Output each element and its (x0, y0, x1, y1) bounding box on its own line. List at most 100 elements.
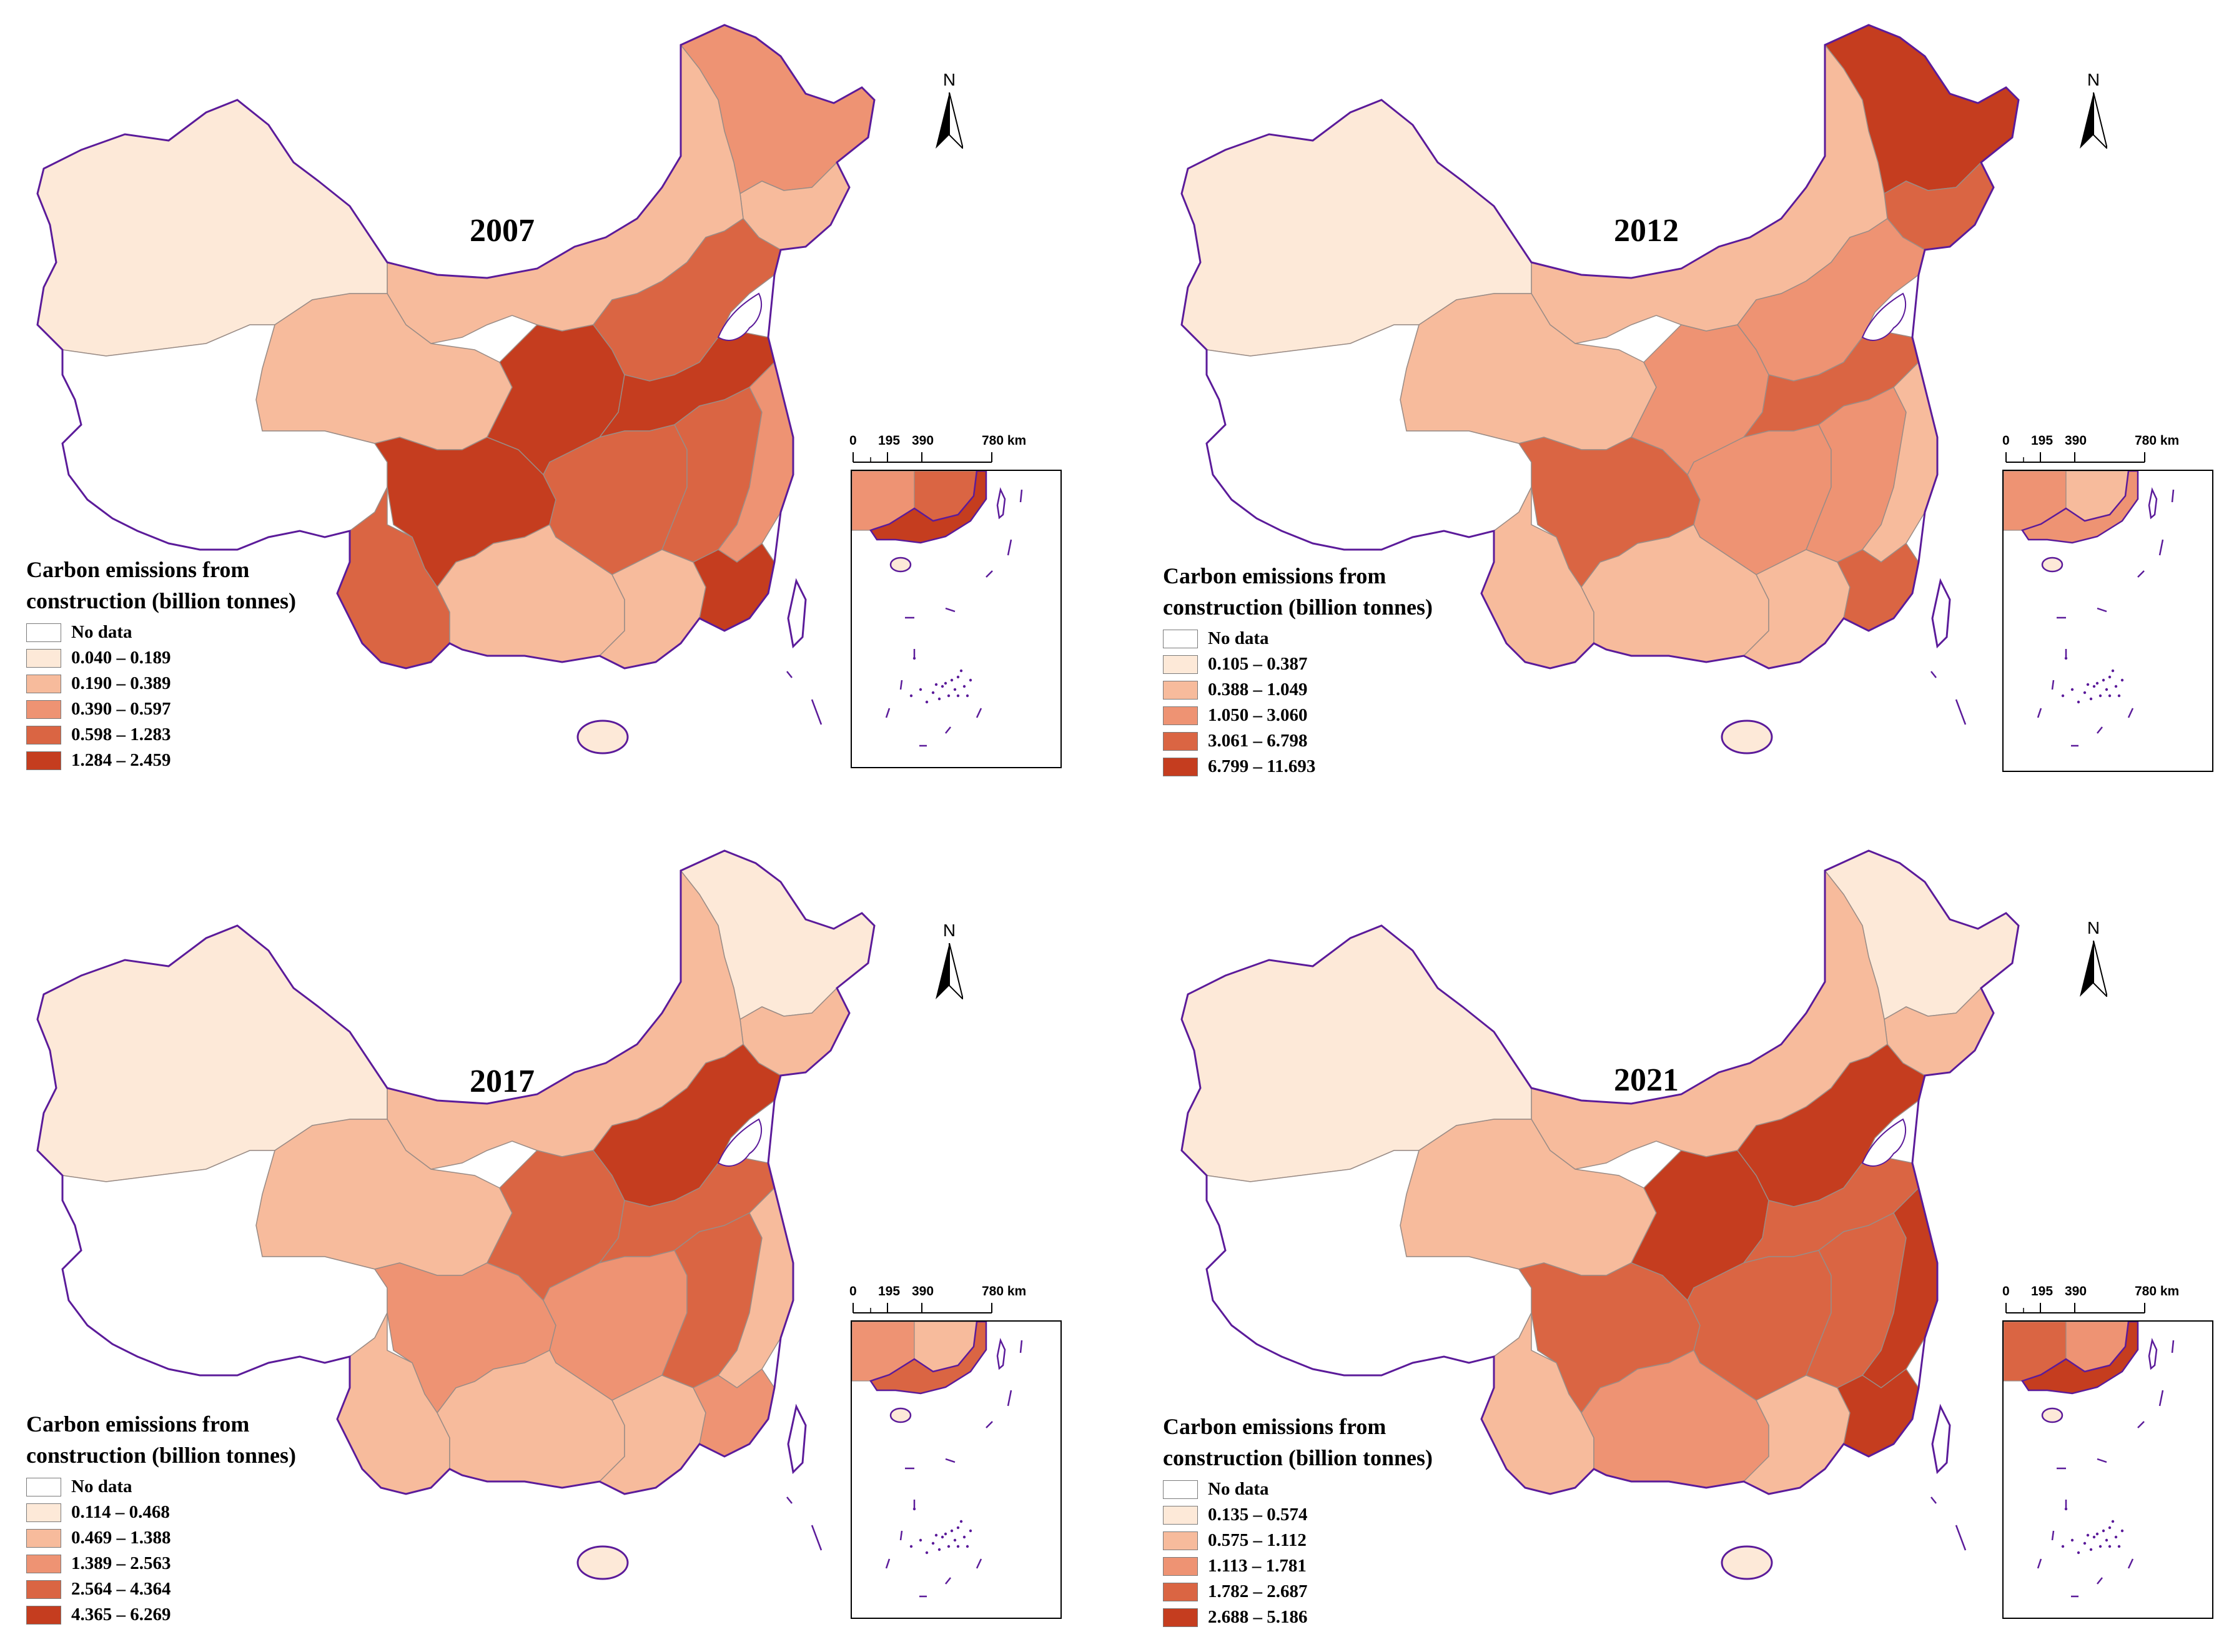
inset-island-dot (2086, 683, 2090, 686)
scale-tick-label: 195 (878, 1284, 901, 1298)
inset-island-dot (2111, 1520, 2115, 1523)
legend-label: 0.388 – 1.049 (1208, 680, 1308, 700)
country-border (1180, 24, 2020, 670)
boundary-dash (811, 699, 823, 725)
inset-taiwan (2148, 1338, 2158, 1370)
legend-item: 6.799 – 11.693 (1163, 754, 1433, 779)
inset-hainan (2041, 556, 2064, 573)
inset-island-dot (912, 656, 916, 660)
inset-island-dot (962, 1535, 966, 1539)
legend-label: 0.040 – 0.189 (71, 648, 171, 668)
legend-label: 1.050 – 3.060 (1208, 705, 1308, 725)
legend-swatch (26, 1528, 61, 1548)
legend-label: 0.575 – 1.112 (1208, 1530, 1307, 1550)
inset-island-dot (956, 1545, 960, 1548)
choropleth-map (1180, 24, 2020, 754)
legend-item: 0.598 – 1.283 (26, 722, 296, 748)
scale-tick-label: 390 (912, 433, 934, 448)
inset-island-dot (966, 1545, 969, 1548)
boundary-dash (786, 671, 793, 678)
inset-hainan (889, 1407, 912, 1423)
legend-item-no-data: No data (1163, 626, 1433, 651)
legend-title: construction (billion tonnes) (26, 1443, 297, 1468)
legend: Carbon emissions from construction (bill… (1163, 1412, 1433, 1630)
legend-title: Carbon emissions from (26, 1412, 250, 1437)
legend-label: 6.799 – 11.693 (1208, 756, 1316, 776)
north-arrow: N (2075, 918, 2112, 999)
legend-swatch (26, 1554, 61, 1573)
inset-island-dot (909, 694, 913, 698)
scale-bar: 0 195 390 780 km (849, 1284, 1037, 1322)
scale-tick-label: 390 (912, 1284, 934, 1298)
inset-boundary-dash (2051, 680, 2055, 690)
inset-island-dot (909, 1545, 913, 1548)
hainan-island (576, 1545, 629, 1580)
inset-island-dot (2108, 675, 2112, 679)
legend-swatch (1163, 731, 1198, 751)
inset-hainan (2041, 1407, 2064, 1423)
south-china-sea-inset (2002, 1320, 2213, 1619)
inset-island-dot (956, 1526, 960, 1530)
north-label: N (942, 921, 956, 940)
scale-tick-label: 780 km (2135, 433, 2180, 448)
inset-island-dot (2108, 1526, 2112, 1530)
inset-boundary-dash (2097, 1577, 2103, 1585)
legend-title: construction (billion tonnes) (26, 588, 297, 613)
legend-item-no-data: No data (26, 620, 296, 645)
legend-swatch (26, 648, 61, 668)
legend-item: 2.688 – 5.186 (1163, 1605, 1433, 1630)
year-label: 2007 (470, 213, 535, 249)
legend-swatch (26, 1580, 61, 1599)
north-arrow: N (931, 70, 968, 151)
north-arrow-icon (2080, 92, 2107, 149)
country-border (1180, 849, 2020, 1495)
legend-swatch (26, 1605, 61, 1625)
inset-boundary-dash (2037, 1558, 2042, 1569)
scale-tick-label: 0 (2002, 1284, 2010, 1298)
inset-island-dot (950, 678, 954, 682)
legend-item: 1.113 – 1.781 (1163, 1553, 1433, 1579)
north-label: N (942, 70, 956, 89)
legend-swatch (26, 623, 61, 642)
inset-island-dot (2083, 1541, 2087, 1545)
scale-tick-label: 0 (2002, 433, 2010, 448)
legend-label: 0.105 – 0.387 (1208, 654, 1308, 674)
legend-item: 0.040 – 0.189 (26, 645, 296, 671)
inset-island-dot (2111, 669, 2115, 673)
south-china-sea-inset (2002, 470, 2213, 772)
legend-item: 0.190 – 0.389 (26, 671, 296, 696)
legend-label: 1.113 – 1.781 (1208, 1556, 1307, 1576)
inset-island-dot (956, 675, 960, 679)
inset-island-dot (2102, 678, 2105, 682)
taiwan-island (787, 1403, 807, 1475)
bohai-sea (717, 1118, 762, 1167)
map-panel-2021: 2021 N Carbon emissions from constructio… (1144, 826, 2239, 1651)
inset-island-dot (944, 1532, 947, 1536)
inset-boundary-dash (976, 1558, 982, 1569)
hainan-island (576, 720, 629, 754)
inset-island-dot (2061, 1545, 2065, 1548)
inset-island-dot (2114, 685, 2118, 688)
country-border (36, 24, 876, 670)
inset-coast-region (869, 1320, 987, 1395)
legend-swatch (1163, 655, 1198, 674)
legend-item: 0.135 – 0.574 (1163, 1502, 1433, 1528)
inset-boundary-dash (2158, 1390, 2164, 1407)
bohai-sea (717, 292, 762, 341)
inset-boundary-dash (945, 1577, 951, 1585)
legend-label: 0.114 – 0.468 (71, 1502, 170, 1522)
inset-island-dot (2083, 691, 2087, 695)
inset-island-dot (953, 688, 957, 691)
inset-boundary-dash (2137, 1421, 2145, 1428)
choropleth-map (36, 24, 876, 754)
inset-island-dot (2070, 1538, 2074, 1542)
legend-label: 0.598 – 1.283 (71, 725, 171, 744)
scale-tick-label: 780 km (982, 1284, 1027, 1298)
inset-island-dot (925, 1551, 929, 1555)
inset-island-dot (2064, 656, 2068, 660)
inset-island-dot (2114, 1535, 2118, 1539)
inset-boundary-dash (885, 1558, 891, 1569)
scale-bar: 0 195 390 780 km (2002, 1284, 2190, 1322)
year-label: 2021 (1614, 1062, 1679, 1098)
inset-island-dot (919, 1538, 922, 1542)
